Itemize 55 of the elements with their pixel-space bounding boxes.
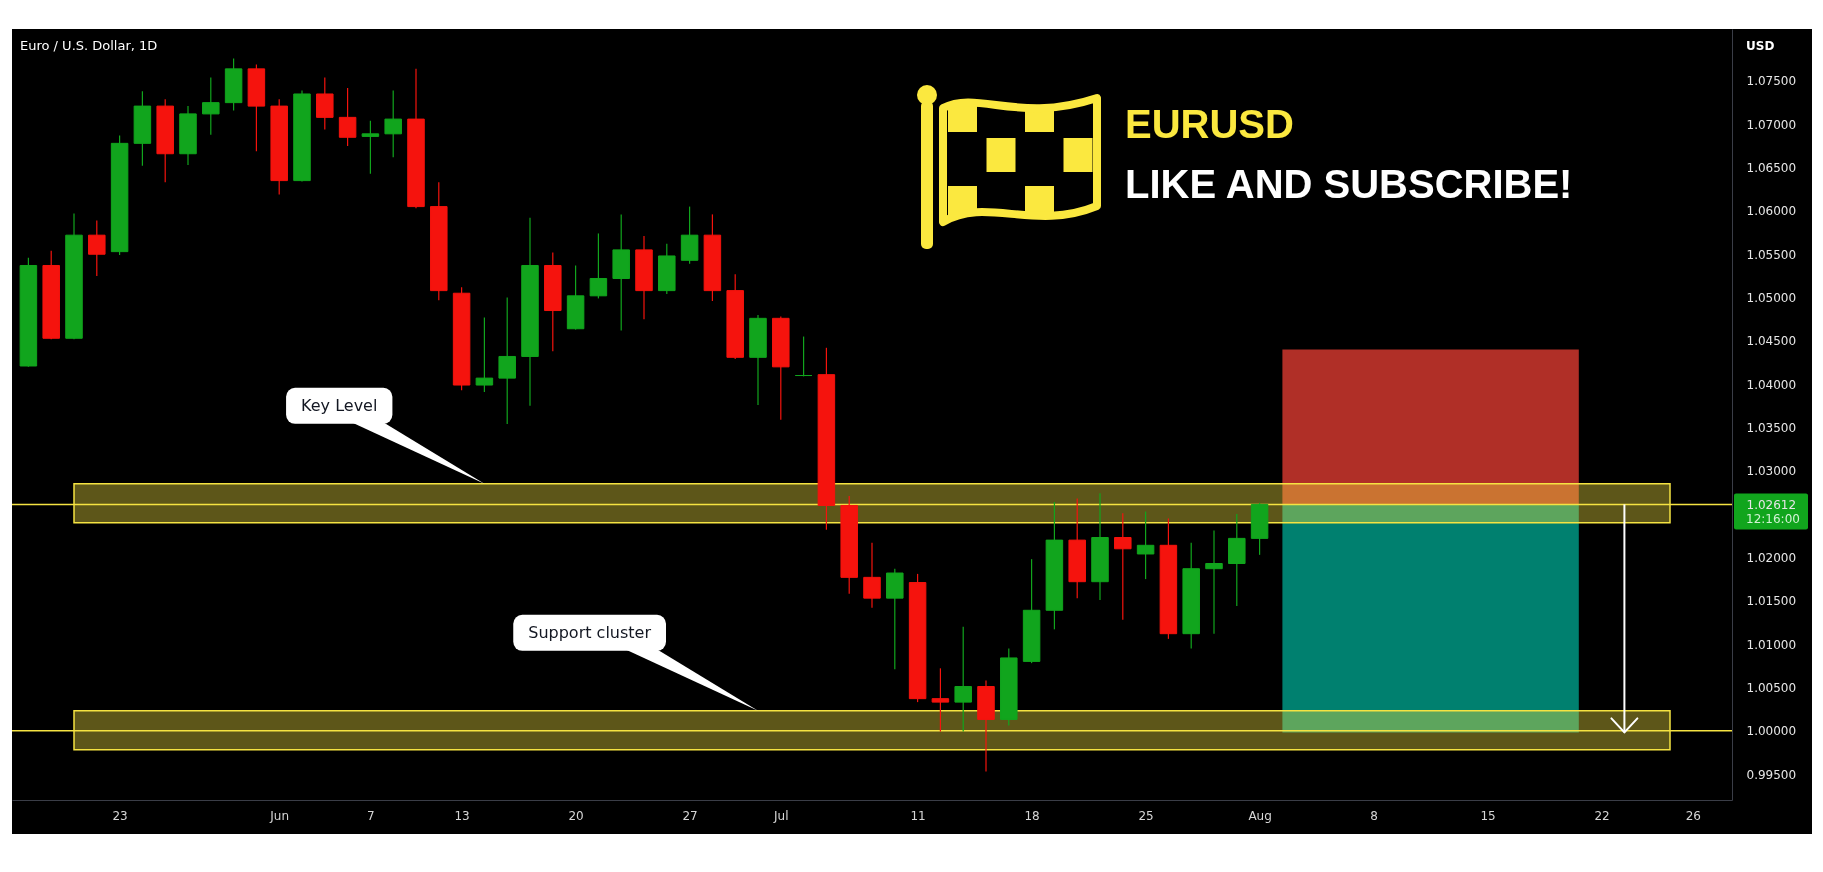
x-tick-label: 20	[568, 808, 584, 823]
y-tick-label: 0.99500	[1746, 767, 1797, 782]
y-tick-label: 1.01000	[1746, 637, 1797, 652]
candlestick	[863, 542, 881, 609]
y-tick-label: 1.01500	[1746, 594, 1797, 609]
candlestick	[1136, 510, 1155, 580]
y-tick-label: 1.02000	[1746, 550, 1797, 565]
candlestick	[316, 76, 334, 131]
y-tick-label: 1.07500	[1746, 74, 1797, 89]
x-tick-label: 23	[112, 808, 128, 823]
x-tick-label: 15	[1480, 808, 1496, 823]
y-tick-label: 1.07000	[1746, 117, 1797, 132]
y-axis-title: USD	[1746, 39, 1775, 53]
candlestick	[202, 76, 220, 136]
candlestick	[88, 219, 106, 277]
x-tick-label: 27	[682, 808, 698, 823]
y-tick-label: 1.02612	[1746, 497, 1797, 512]
band-label: Key Level	[301, 396, 378, 416]
x-tick-label: 22	[1594, 808, 1610, 823]
candlestick	[384, 89, 402, 158]
candlestick	[931, 667, 950, 733]
annotation: LIKE AND SUBSCRIBE!	[1125, 162, 1573, 206]
text: Euro / U.S. Dollar, 1D	[20, 38, 158, 53]
candlestick	[498, 296, 516, 425]
annotation: EURUSD	[1125, 102, 1294, 146]
x-tick-label: 7	[367, 808, 375, 823]
y-tick-label: 1.03000	[1746, 464, 1797, 479]
candlestick	[475, 316, 494, 393]
x-tick-label: 13	[454, 808, 470, 823]
x-tick-label: 25	[1138, 808, 1154, 823]
x-tick-label: 11	[910, 808, 926, 823]
candlestick	[1205, 529, 1223, 635]
y-tick-label: 1.05000	[1746, 291, 1797, 306]
candlestick	[361, 120, 380, 175]
x-tick-label: Jul	[773, 808, 789, 823]
y-tick-label: 1.06500	[1746, 161, 1797, 176]
y-tick-label: 1.00000	[1746, 724, 1797, 739]
y-tick-label: 1.06000	[1746, 204, 1797, 219]
candlestick	[338, 87, 357, 147]
y-tick-label: 1.03500	[1746, 420, 1797, 435]
y-tick-label: 1.04000	[1746, 377, 1797, 392]
x-tick-label: Jun	[269, 808, 290, 823]
x-tick-label: 18	[1024, 808, 1040, 823]
candlestick	[589, 232, 608, 300]
candlestick	[1114, 512, 1132, 621]
text: 12:16:00	[1746, 512, 1800, 527]
y-tick-label: 1.04500	[1746, 334, 1797, 349]
x-tick-label: Aug	[1248, 808, 1272, 823]
candlestick	[794, 335, 813, 377]
y-tick-label: 1.00500	[1746, 680, 1797, 695]
y-tick-label: 1.05500	[1746, 247, 1797, 262]
band-label: Support cluster	[528, 623, 652, 643]
x-tick-label: 26	[1685, 808, 1701, 823]
x-tick-label: 8	[1370, 808, 1378, 823]
candlestick	[954, 626, 972, 733]
